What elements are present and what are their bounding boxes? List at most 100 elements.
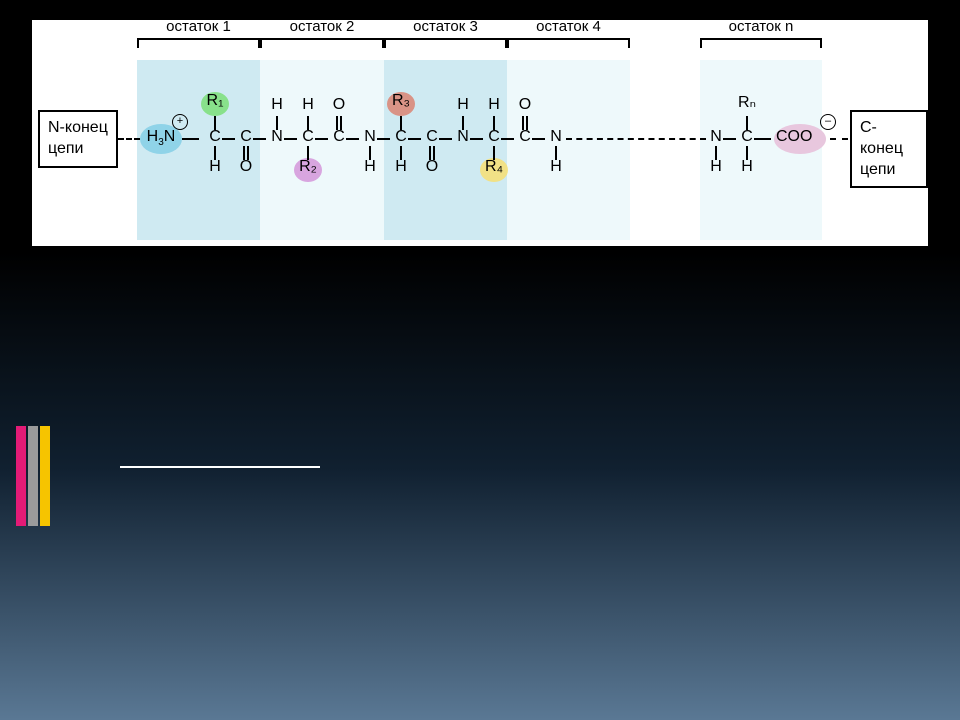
atom-O: O (331, 96, 347, 114)
residue-label: остаток 3 (384, 18, 507, 35)
bracket-capL (137, 38, 139, 48)
atom-H: H (269, 96, 285, 114)
bond (429, 146, 431, 160)
bond (315, 138, 328, 140)
bond (377, 138, 390, 140)
atom-Rn: Rₙ (733, 92, 761, 112)
atom-Ca: C (739, 128, 755, 146)
bond (369, 146, 371, 160)
atom-R: R₂ (294, 158, 322, 176)
atom-Ca: C (486, 128, 502, 146)
residue-bracket-3: остаток 3 (384, 22, 507, 52)
bond (214, 116, 216, 130)
residue-tint-4 (507, 60, 630, 240)
bond (501, 138, 514, 140)
bond (532, 138, 545, 140)
atom-Cc: C (517, 128, 533, 146)
atom-Cc: C (424, 128, 440, 146)
bracket-capL (700, 38, 702, 48)
title-underline (120, 466, 320, 468)
residue-tint-3 (384, 60, 507, 240)
atom-Cc: C (238, 128, 254, 146)
atom-O: O (517, 96, 533, 114)
bracket-cap (137, 38, 260, 50)
bond (340, 116, 342, 130)
atom-H: H (455, 96, 471, 114)
bond (253, 138, 266, 140)
accent-bar-0 (16, 426, 26, 526)
bond (746, 146, 748, 160)
bond (433, 146, 435, 160)
n-terminus-box: N-конеццепи (38, 110, 118, 168)
atom-R: R₁ (201, 92, 229, 110)
residue-bracket-4: остаток 4 (507, 22, 630, 52)
accent-bar-2 (40, 426, 50, 526)
bond (336, 116, 338, 130)
bond (400, 146, 402, 160)
bond (222, 138, 235, 140)
atom-Ca: C (300, 128, 316, 146)
atom-H: H (548, 158, 564, 176)
bond (346, 138, 359, 140)
bracket-cap (507, 38, 630, 50)
bond (307, 116, 309, 130)
bond (522, 116, 524, 130)
bond (408, 138, 421, 140)
atom-Ca: C (393, 128, 409, 146)
atom-N: N (362, 128, 378, 146)
bond (284, 138, 297, 140)
bond (307, 146, 309, 160)
bond (746, 116, 748, 130)
atom-Cc: C (331, 128, 347, 146)
atom-H: H (739, 158, 755, 176)
bracket-cap (260, 38, 384, 50)
residue-label: остаток n (700, 18, 822, 35)
bracket-cap (384, 38, 507, 50)
bond (493, 146, 495, 160)
residue-label: остаток 1 (137, 18, 260, 35)
bracket-cap (700, 38, 822, 50)
bond (400, 116, 402, 130)
atom-O: O (424, 158, 440, 176)
residue-label: остаток 2 (260, 18, 384, 35)
n-term-connector (118, 138, 140, 140)
atom-H: H (207, 158, 223, 176)
bond (715, 146, 717, 160)
slide-root: остаток 1остаток 2остаток 3остаток 4оста… (0, 0, 960, 720)
peptide-structure-figure: остаток 1остаток 2остаток 3остаток 4оста… (30, 18, 930, 248)
bracket-capL (260, 38, 262, 48)
residue-tint-2 (260, 60, 384, 240)
atom-Ca: C (207, 128, 223, 146)
n-term-charge: + (172, 114, 188, 130)
atom-N: N (548, 128, 564, 146)
bracket-capR (820, 38, 822, 48)
c-term-charge: – (820, 114, 836, 130)
atom-R: R₄ (480, 158, 508, 176)
atom-O: O (238, 158, 254, 176)
bond (555, 146, 557, 160)
bond (462, 116, 464, 130)
c-term-connector (830, 138, 848, 140)
bond (526, 116, 528, 130)
atom-N: N (455, 128, 471, 146)
bond (723, 138, 736, 140)
atom-N: N (269, 128, 285, 146)
c-terminus-box: С-конеццепи (850, 110, 928, 188)
atom-H: H (393, 158, 409, 176)
atom-R: R₃ (387, 92, 415, 110)
c-term-group: COO (776, 128, 824, 146)
bond (470, 138, 483, 140)
residue-bracket-2: остаток 2 (260, 22, 384, 52)
bond (276, 116, 278, 130)
accent-bar-1 (28, 426, 38, 526)
atom-H: H (300, 96, 316, 114)
atom-H: H (486, 96, 502, 114)
n-term-group: H3N (140, 128, 182, 148)
atom-H: H (708, 158, 724, 176)
bond (247, 146, 249, 160)
bond (214, 146, 216, 160)
atom-H: H (362, 158, 378, 176)
bond (243, 146, 245, 160)
chain-ellipsis (566, 138, 706, 140)
bracket-capL (384, 38, 386, 48)
